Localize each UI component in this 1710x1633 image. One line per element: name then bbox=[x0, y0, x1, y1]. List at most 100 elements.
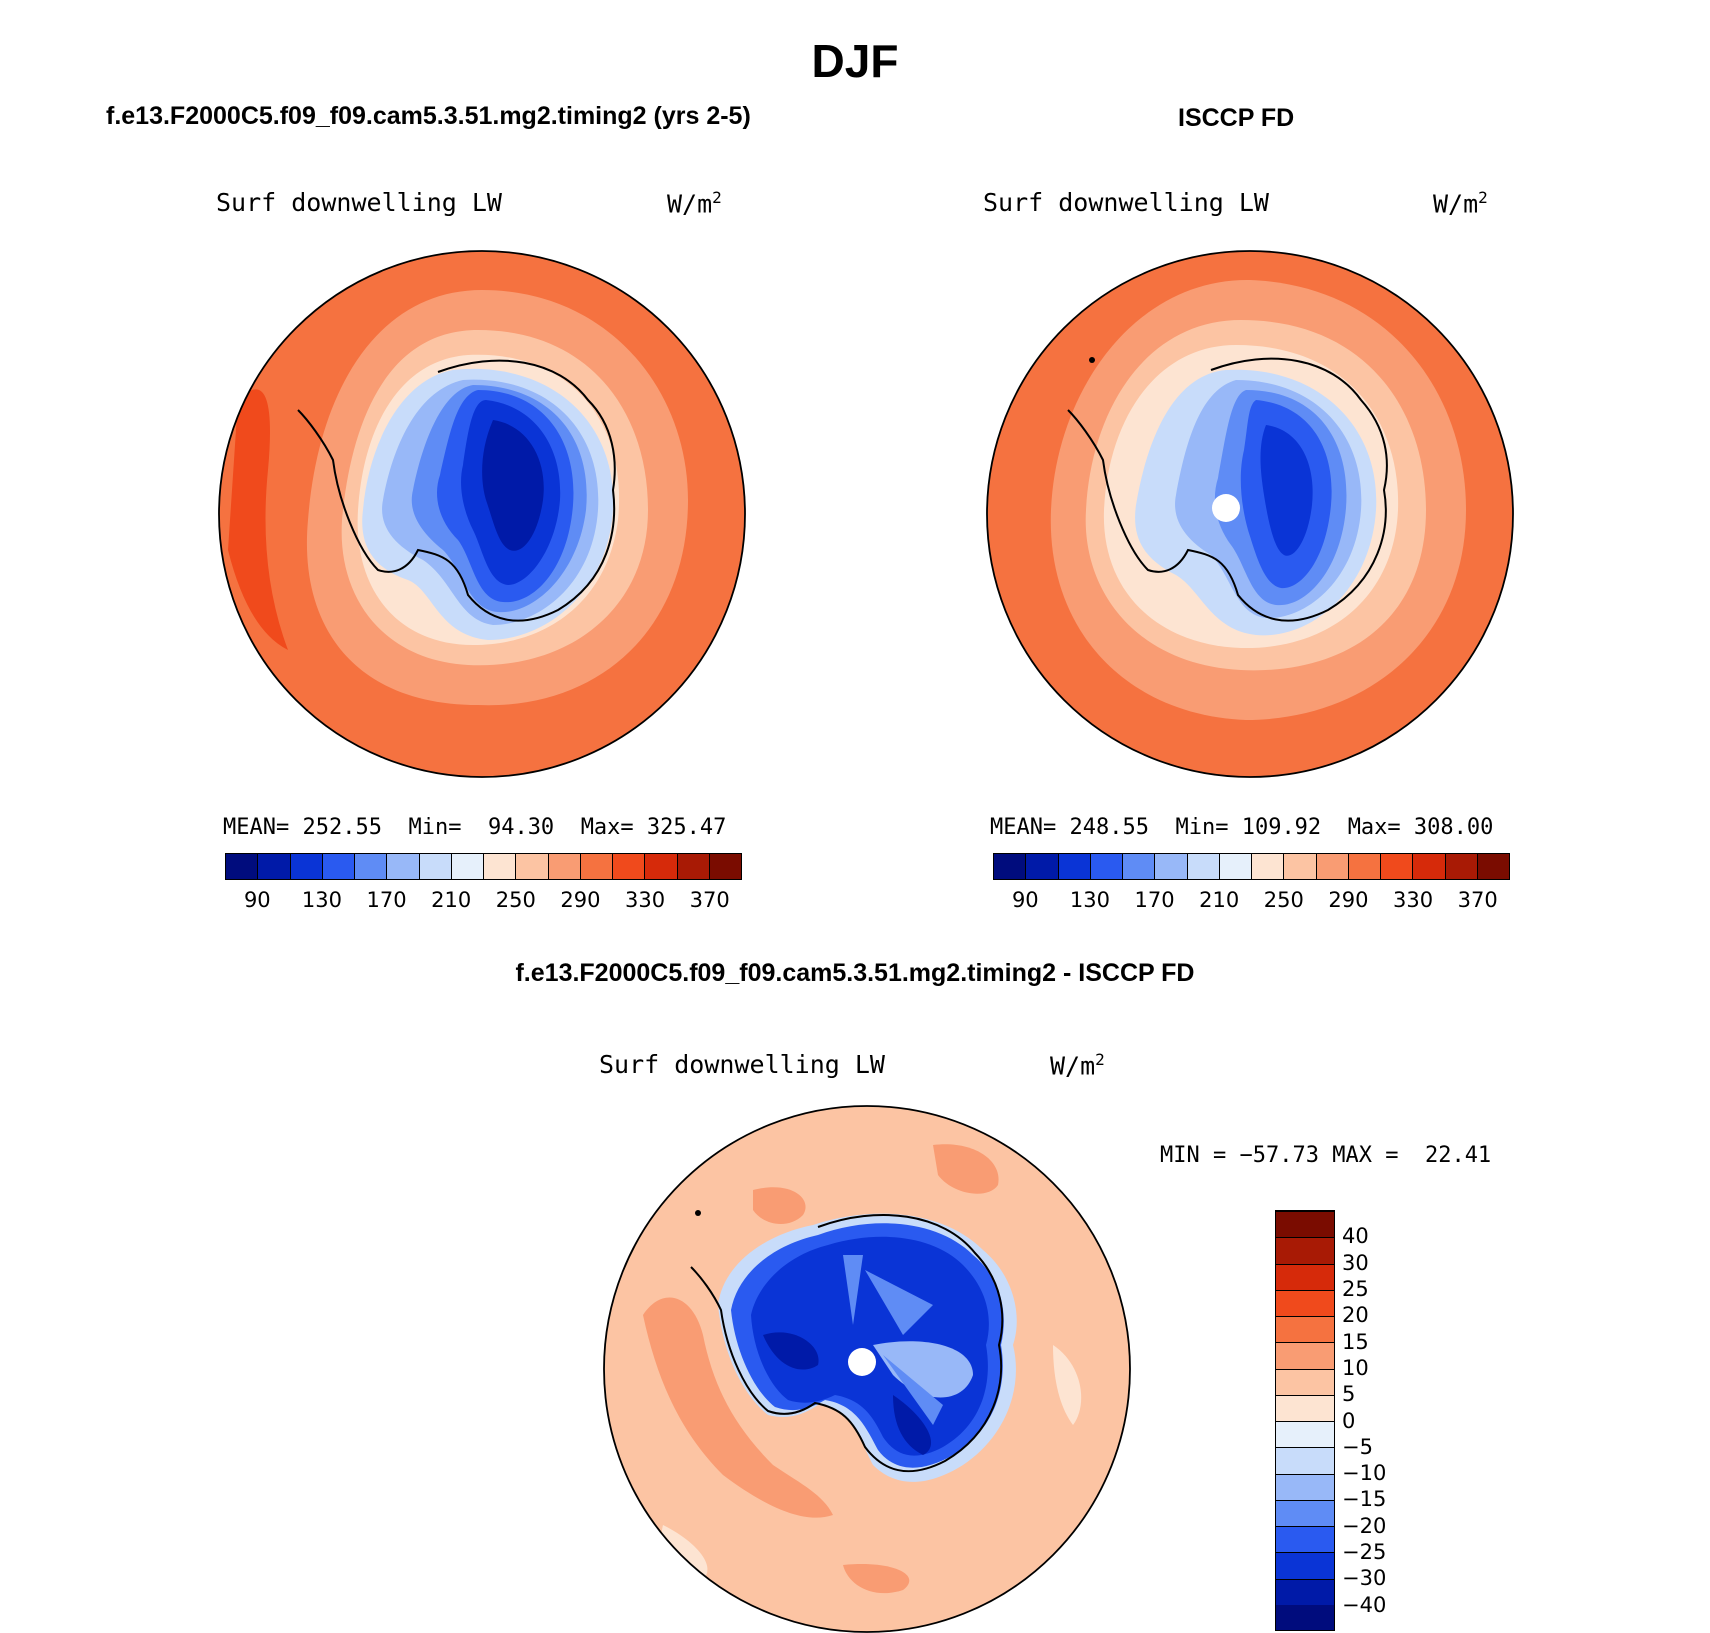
colorbar-model-swatch bbox=[386, 854, 419, 879]
colorbar-model-swatch bbox=[354, 854, 387, 879]
colorbar-obs-swatch bbox=[1347, 854, 1380, 879]
colorbar-model-swatch bbox=[644, 854, 677, 879]
colorbar-difference-swatch bbox=[1276, 1394, 1334, 1421]
colorbar-difference-swatch bbox=[1276, 1316, 1334, 1343]
colorbar-difference-swatch bbox=[1276, 1421, 1334, 1448]
colorbar-model-tick-label: 250 bbox=[495, 888, 536, 912]
panel-diff-variable: Surf downwelling LW bbox=[599, 1050, 885, 1079]
colorbar-model-swatch bbox=[579, 854, 612, 879]
colorbar-obs-tick-label: 290 bbox=[1328, 888, 1369, 912]
colorbar-model-swatch bbox=[450, 854, 483, 879]
colorbar-obs-tick-label: 250 bbox=[1263, 888, 1304, 912]
colorbar-obs-swatch bbox=[1315, 854, 1348, 879]
colorbar-difference-swatch bbox=[1276, 1263, 1334, 1290]
colorbar-obs-swatch bbox=[1218, 854, 1251, 879]
colorbar-model-swatch bbox=[289, 854, 322, 879]
map-obs bbox=[986, 250, 1514, 778]
colorbar-model-tick-label: 370 bbox=[689, 888, 730, 912]
colorbar-difference-tick-label: −20 bbox=[1342, 1513, 1387, 1538]
colorbar-difference-swatch bbox=[1276, 1552, 1334, 1579]
map-model bbox=[218, 250, 746, 778]
colorbar-obs bbox=[993, 853, 1510, 880]
colorbar-difference-swatch bbox=[1276, 1342, 1334, 1369]
colorbar-obs-tick-label: 170 bbox=[1134, 888, 1175, 912]
panel-diff-title: f.e13.F2000C5.f09_f09.cam5.3.51.mg2.timi… bbox=[515, 959, 1195, 987]
colorbar-model-tick-label: 210 bbox=[431, 888, 472, 912]
colorbar-difference-tick-label: −10 bbox=[1342, 1461, 1387, 1486]
colorbar-difference-tick-label: 25 bbox=[1342, 1276, 1369, 1301]
colorbar-difference-swatch bbox=[1276, 1289, 1334, 1316]
panel-model-title: f.e13.F2000C5.f09_f09.cam5.3.51.mg2.timi… bbox=[106, 102, 751, 130]
colorbar-model-tick-label: 170 bbox=[366, 888, 407, 912]
colorbar-model-swatch bbox=[321, 854, 354, 879]
colorbar-difference-swatch bbox=[1276, 1368, 1334, 1395]
colorbar-obs-tick-label: 90 bbox=[1011, 888, 1039, 912]
colorbar-obs-swatch bbox=[1251, 854, 1284, 879]
colorbar-difference-tick-label: 5 bbox=[1342, 1382, 1356, 1407]
panel-model-variable: Surf downwelling LW bbox=[216, 188, 502, 217]
colorbar-obs-tick-label: 130 bbox=[1069, 888, 1110, 912]
colorbar-obs-swatch bbox=[1186, 854, 1219, 879]
panel-model-stats: MEAN= 252.55 Min= 94.30 Max= 325.47 bbox=[223, 815, 727, 840]
panel-model-units: W/m2 bbox=[667, 188, 722, 219]
colorbar-model-tick-label: 130 bbox=[301, 888, 342, 912]
colorbar-obs-swatch bbox=[1057, 854, 1090, 879]
colorbar-model-swatch bbox=[547, 854, 580, 879]
panel-diff-units: W/m2 bbox=[1050, 1050, 1105, 1081]
map-difference bbox=[603, 1105, 1131, 1633]
colorbar-model-swatch bbox=[418, 854, 451, 879]
colorbar-model-swatch bbox=[257, 854, 290, 879]
colorbar-difference-tick-label: 40 bbox=[1342, 1224, 1369, 1249]
colorbar-obs-swatch bbox=[1412, 854, 1445, 879]
colorbar-obs-swatch bbox=[1444, 854, 1477, 879]
colorbar-obs-ticks: 90 130 170 210 250 290 330 370 bbox=[993, 888, 1511, 916]
colorbar-obs-tick-label: 210 bbox=[1199, 888, 1240, 912]
colorbar-obs-swatch bbox=[1283, 854, 1316, 879]
panel-obs-variable: Surf downwelling LW bbox=[983, 188, 1269, 217]
colorbar-difference-swatch bbox=[1276, 1473, 1334, 1500]
colorbar-difference-tick-label: −5 bbox=[1342, 1434, 1373, 1459]
colorbar-difference-ticks: 40 30 25 20 15 10 5 0 −5 −10 −15 −20 −25 −30 −40 bbox=[1342, 1210, 1402, 1629]
colorbar-model-swatch bbox=[515, 854, 548, 879]
colorbar-model-swatch bbox=[676, 854, 709, 879]
colorbar-difference-swatch bbox=[1276, 1499, 1334, 1526]
colorbar-obs-tick-label: 330 bbox=[1393, 888, 1434, 912]
colorbar-model-ticks: 90 130 170 210 250 290 330 370 bbox=[225, 888, 743, 916]
colorbar-difference bbox=[1275, 1210, 1335, 1631]
colorbar-obs-swatch bbox=[1025, 854, 1058, 879]
colorbar-obs-swatch bbox=[1380, 854, 1413, 879]
colorbar-difference-tick-label: −40 bbox=[1342, 1592, 1387, 1617]
figure-title: DJF bbox=[811, 35, 899, 87]
colorbar-difference-swatch bbox=[1276, 1237, 1334, 1264]
colorbar-difference-tick-label: 10 bbox=[1342, 1355, 1369, 1380]
colorbar-difference-tick-label: 30 bbox=[1342, 1250, 1369, 1275]
colorbar-difference-tick-label: −15 bbox=[1342, 1487, 1387, 1512]
colorbar-difference-tick-label: −25 bbox=[1342, 1540, 1387, 1565]
panel-obs-units: W/m2 bbox=[1433, 188, 1488, 219]
colorbar-difference-swatch bbox=[1276, 1526, 1334, 1553]
colorbar-difference-tick-label: 0 bbox=[1342, 1408, 1356, 1433]
colorbar-difference-tick-label: 15 bbox=[1342, 1329, 1369, 1354]
colorbar-difference-swatch bbox=[1276, 1578, 1334, 1605]
colorbar-model-swatch bbox=[612, 854, 645, 879]
colorbar-obs-swatch bbox=[1089, 854, 1122, 879]
colorbar-model-tick-label: 290 bbox=[560, 888, 601, 912]
colorbar-difference-swatch bbox=[1276, 1447, 1334, 1474]
panel-obs-title: ISCCP FD bbox=[1178, 104, 1295, 132]
colorbar-model-swatch bbox=[708, 854, 741, 879]
colorbar-model-tick-label: 90 bbox=[243, 888, 271, 912]
panel-obs-stats: MEAN= 248.55 Min= 109.92 Max= 308.00 bbox=[990, 815, 1494, 840]
colorbar-obs-swatch bbox=[994, 854, 1026, 879]
colorbar-obs-swatch bbox=[1122, 854, 1155, 879]
colorbar-model-swatch bbox=[483, 854, 516, 879]
colorbar-obs-swatch bbox=[1476, 854, 1509, 879]
panel-diff-stats: MIN = −57.73 MAX = 22.41 bbox=[1160, 1143, 1492, 1168]
colorbar-obs-tick-label: 370 bbox=[1457, 888, 1498, 912]
colorbar-difference-swatch bbox=[1276, 1604, 1334, 1630]
colorbar-model-swatch bbox=[226, 854, 258, 879]
colorbar-difference-tick-label: −30 bbox=[1342, 1566, 1387, 1591]
colorbar-obs-swatch bbox=[1154, 854, 1187, 879]
colorbar-difference-swatch bbox=[1276, 1211, 1334, 1238]
colorbar-model-tick-label: 330 bbox=[625, 888, 666, 912]
colorbar-difference-tick-label: 20 bbox=[1342, 1303, 1369, 1328]
